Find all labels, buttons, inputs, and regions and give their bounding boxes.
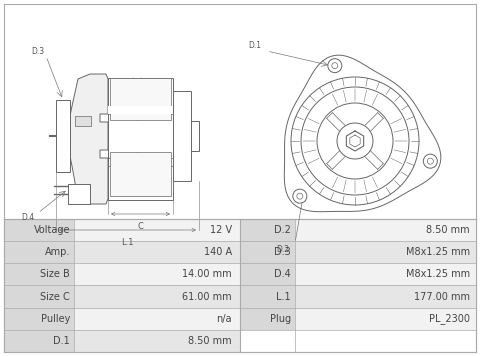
Bar: [4, 330, 240, 352]
Text: 177.00 mm: 177.00 mm: [414, 292, 470, 302]
Text: D.2: D.2: [276, 245, 289, 253]
Bar: [4, 219, 74, 241]
Polygon shape: [70, 74, 108, 204]
Text: Voltage: Voltage: [34, 225, 70, 235]
Bar: [4, 263, 240, 286]
Bar: [240, 308, 295, 330]
Bar: [191, 121, 199, 151]
Text: Pulley: Pulley: [41, 314, 70, 324]
Circle shape: [427, 158, 433, 164]
Bar: [240, 241, 295, 263]
Bar: [75, 116, 91, 126]
Text: Plug: Plug: [270, 314, 291, 324]
Text: 8.50 mm: 8.50 mm: [426, 225, 470, 235]
Text: Size C: Size C: [40, 292, 70, 302]
Circle shape: [297, 193, 303, 199]
Bar: [173, 91, 191, 181]
Circle shape: [301, 87, 409, 195]
Text: 61.00 mm: 61.00 mm: [182, 292, 232, 302]
Bar: [110, 78, 171, 120]
Text: 140 A: 140 A: [204, 247, 232, 257]
Bar: [108, 106, 173, 114]
Text: 8.50 mm: 8.50 mm: [188, 336, 232, 346]
Text: L.1: L.1: [121, 238, 134, 247]
Polygon shape: [284, 55, 441, 212]
Bar: [4, 308, 74, 330]
Text: D.1: D.1: [53, 336, 70, 346]
Bar: [240, 263, 295, 286]
Text: 12 V: 12 V: [210, 225, 232, 235]
Text: Amp.: Amp.: [45, 247, 70, 257]
Bar: [108, 78, 173, 200]
Text: C: C: [138, 222, 144, 231]
Bar: [240, 286, 295, 308]
Text: L.1: L.1: [276, 292, 291, 302]
Bar: [4, 241, 240, 263]
Circle shape: [328, 59, 342, 73]
Text: PL_2300: PL_2300: [429, 313, 470, 324]
Bar: [240, 286, 476, 308]
Bar: [56, 100, 70, 172]
Text: D.1: D.1: [249, 42, 262, 51]
Circle shape: [291, 77, 419, 205]
Bar: [240, 263, 476, 286]
Text: 14.00 mm: 14.00 mm: [182, 269, 232, 279]
Bar: [4, 219, 240, 241]
Bar: [110, 152, 171, 196]
Bar: [4, 330, 74, 352]
Circle shape: [317, 103, 393, 179]
Text: D.4: D.4: [274, 269, 291, 279]
Circle shape: [293, 189, 307, 203]
Circle shape: [337, 123, 373, 159]
Text: D.3: D.3: [31, 47, 45, 56]
Text: n/a: n/a: [216, 314, 232, 324]
Bar: [240, 219, 295, 241]
Bar: [4, 286, 240, 308]
Bar: [240, 219, 476, 241]
Text: D.2: D.2: [274, 225, 291, 235]
Text: Size B: Size B: [40, 269, 70, 279]
Bar: [240, 308, 476, 330]
Text: D.4: D.4: [22, 214, 35, 222]
Bar: [240, 241, 476, 263]
Text: D.3: D.3: [274, 247, 291, 257]
Bar: [4, 241, 74, 263]
Bar: [4, 308, 240, 330]
Circle shape: [332, 63, 338, 69]
Circle shape: [423, 154, 437, 168]
Bar: [4, 286, 74, 308]
Bar: [68, 184, 90, 204]
Bar: [4, 263, 74, 286]
Text: M8x1.25 mm: M8x1.25 mm: [406, 247, 470, 257]
Text: M8x1.25 mm: M8x1.25 mm: [406, 269, 470, 279]
